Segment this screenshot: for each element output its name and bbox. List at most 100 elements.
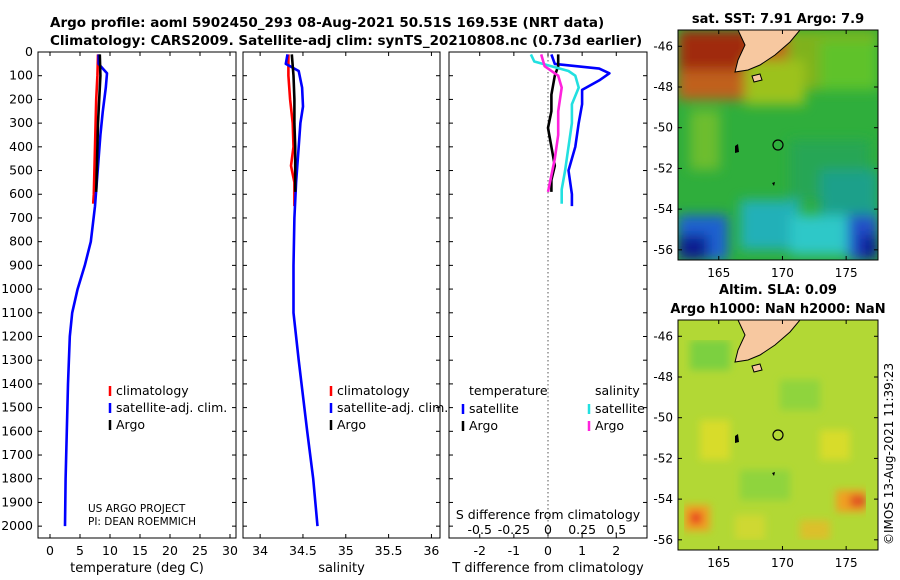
y-tick-label: 200 xyxy=(9,91,33,106)
map-y-tick-label: -50 xyxy=(653,411,673,425)
figure-title-line1: Argo profile: aoml 5902450_293 08-Aug-20… xyxy=(50,15,604,31)
map-y-tick-label: -56 xyxy=(653,243,673,257)
y-tick-label: 1200 xyxy=(1,328,33,343)
series-line-climatology xyxy=(91,54,100,204)
x-tick-label: -2 xyxy=(473,543,485,558)
land-new-zealand xyxy=(734,30,801,73)
map-y-tick-label: -54 xyxy=(653,202,673,216)
legend-label: satellite-adj. clim. xyxy=(337,400,448,415)
land-stewart-island xyxy=(751,73,763,83)
sla-map-title-line1: Altim. SLA: 0.09 xyxy=(719,283,837,298)
legend-label: climatology xyxy=(116,383,189,398)
difference-panel: -2 -1 0 1 2 T difference from climatology temp… xyxy=(448,51,648,576)
y-tick-label: 1600 xyxy=(1,423,33,438)
series-line-climatology xyxy=(287,54,296,207)
x-tick-label: 1 xyxy=(578,543,586,558)
series-line-s-satellite xyxy=(529,53,580,204)
sla-land-campbell-island xyxy=(772,472,775,476)
y-tick-label: 400 xyxy=(9,139,33,154)
argo-position-marker xyxy=(772,139,784,151)
imos-timestamp: ©IMOS 13-Aug-2021 11:39:23 xyxy=(882,363,896,545)
map-y-tick-label: -48 xyxy=(653,80,673,94)
x-tick-label: 30 xyxy=(222,543,238,558)
y-tick-label: 500 xyxy=(9,163,33,178)
x-tick-label: 10 xyxy=(102,543,118,558)
sla-land-new-zealand xyxy=(734,320,801,363)
y-tick-label: 300 xyxy=(9,115,33,130)
sla-land-auckland-islands xyxy=(735,434,739,443)
x-tick-label: 5 xyxy=(76,543,84,558)
pi-note: PI: DEAN ROEMMICH xyxy=(88,516,196,528)
y-tick-label: 1500 xyxy=(1,400,33,415)
map-y-tick-label: -54 xyxy=(653,492,673,506)
x-tick-label: 0 xyxy=(544,543,552,558)
legend-label: Argo xyxy=(337,417,366,432)
temperature-panel: 0100200300400500600700800900100011001200… xyxy=(1,44,238,576)
sla-map-axes: -46 -48 -50 -52 -54 -56 165 170 175 xyxy=(653,319,879,570)
sla-map-title-line2: Argo h1000: NaN h2000: NaN xyxy=(670,302,885,317)
salinity-panel: 34 34.5 35 35.5 36 salinity climatology satelli… xyxy=(242,51,448,576)
x-tick-label: 20 xyxy=(162,543,178,558)
legend-label: satellite xyxy=(595,401,645,416)
sst-map-title: sat. SST: 7.91 Argo: 7.9 xyxy=(692,12,864,27)
x-tick-label: 35 xyxy=(338,543,354,558)
y-tick-label: 1900 xyxy=(1,494,33,509)
y-tick-label: 1100 xyxy=(1,305,33,320)
s-tick-label: -0.5 xyxy=(468,522,492,537)
y-tick-label: 100 xyxy=(9,68,33,83)
x-tick-label: 2 xyxy=(612,543,620,558)
x-tick-label: 36 xyxy=(423,543,439,558)
series-line-argo xyxy=(290,54,297,192)
series-line-t-satellite xyxy=(550,53,611,207)
legend-label: satellite-adj. clim. xyxy=(116,400,227,415)
series-line-s-argo xyxy=(539,54,563,193)
map-y-tick-label: -48 xyxy=(653,370,673,384)
sst-map-axes: -46 -48 -50 -52 -54 -56 165 170 175 xyxy=(653,29,879,280)
land-campbell-island xyxy=(772,182,775,186)
project-note: US ARGO PROJECT xyxy=(88,503,186,515)
y-tick-label: 1300 xyxy=(1,352,33,367)
series-line-satellite-adj-clim- xyxy=(63,54,109,527)
s-tick-label: 0 xyxy=(544,522,552,537)
map-y-tick-label: -52 xyxy=(653,161,673,175)
y-tick-label: 1700 xyxy=(1,447,33,462)
s-tick-label: 0.5 xyxy=(606,522,626,537)
map-x-tick-label: 165 xyxy=(707,556,730,570)
map-frame xyxy=(677,29,879,261)
x-axis-label: salinity xyxy=(318,561,365,576)
legend-label: climatology xyxy=(337,383,410,398)
s-tick-label: -0.25 xyxy=(498,522,530,537)
x-tick-label: 25 xyxy=(192,543,208,558)
y-tick-label: 0 xyxy=(25,44,33,59)
y-tick-label: 1000 xyxy=(1,281,33,296)
map-y-tick-label: -50 xyxy=(653,121,673,135)
legend-label: satellite xyxy=(469,401,519,416)
x-tick-label: -1 xyxy=(508,543,520,558)
y-tick-label: 1800 xyxy=(1,471,33,486)
map-y-tick-label: -56 xyxy=(653,533,673,547)
plot-frame xyxy=(242,51,441,539)
map-x-tick-label: 170 xyxy=(771,556,794,570)
x-tick-label: 35.5 xyxy=(375,543,403,558)
y-tick-label: 1400 xyxy=(1,376,33,391)
plot-frame xyxy=(37,51,237,539)
s-tick-label: 0.25 xyxy=(568,522,596,537)
map-y-tick-label: -46 xyxy=(653,329,673,343)
map-frame xyxy=(677,319,879,551)
x-tick-label: 34.5 xyxy=(289,543,317,558)
map-y-tick-label: -46 xyxy=(653,39,673,53)
x-axis-label: T difference from climatology xyxy=(451,561,644,576)
sla-land-stewart-island xyxy=(751,363,763,373)
map-x-tick-label: 170 xyxy=(771,266,794,280)
map-y-tick-label: -52 xyxy=(653,451,673,465)
legend-title-temperature: temperature xyxy=(469,383,548,398)
map-x-tick-label: 175 xyxy=(835,556,858,570)
legend-title-salinity: salinity xyxy=(595,383,640,398)
series-line-satellite-adj-clim- xyxy=(284,54,319,527)
legend-label: Argo xyxy=(595,418,624,433)
x-tick-label: 15 xyxy=(132,543,148,558)
x-tick-label: 34 xyxy=(252,543,268,558)
y-tick-label: 2000 xyxy=(1,518,33,533)
series-line-argo xyxy=(94,54,102,192)
